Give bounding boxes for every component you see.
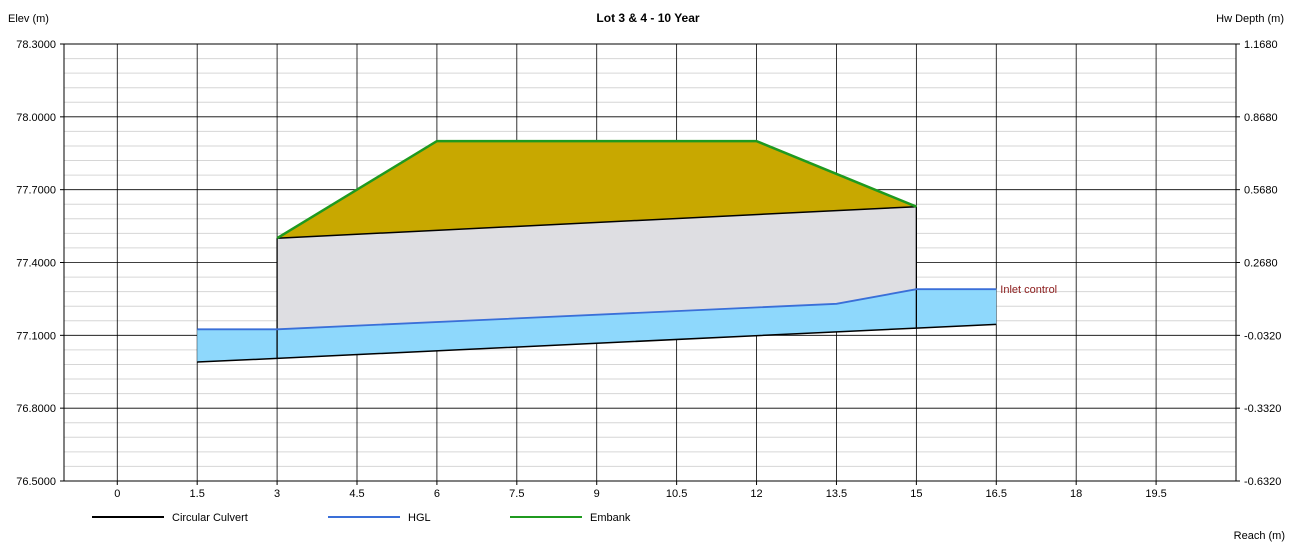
y-right-tick-label: -0.6320 bbox=[1244, 476, 1281, 488]
legend-label: Circular Culvert bbox=[172, 512, 248, 524]
y-right-tick-label: -0.3320 bbox=[1244, 403, 1281, 415]
y-right-tick-label: 1.1680 bbox=[1244, 39, 1278, 51]
y-left-tick-label: 78.3000 bbox=[16, 39, 56, 51]
x-tick-label: 7.5 bbox=[509, 488, 524, 500]
y-right-tick-label: -0.0320 bbox=[1244, 330, 1281, 342]
x-tick-label: 15 bbox=[910, 488, 922, 500]
y-left-tick-label: 77.7000 bbox=[16, 185, 56, 197]
annotation-label: Inlet control bbox=[1000, 284, 1057, 296]
legend: Circular Culvert HGL Embank bbox=[92, 512, 631, 524]
water-fill bbox=[197, 289, 997, 362]
x-tick-label: 19.5 bbox=[1145, 488, 1166, 500]
legend-label: HGL bbox=[408, 512, 431, 524]
x-tick-label: 16.5 bbox=[986, 488, 1007, 500]
x-tick-label: 1.5 bbox=[190, 488, 205, 500]
x-tick-label: 6 bbox=[434, 488, 440, 500]
y-right-tick-label: 0.2680 bbox=[1244, 258, 1278, 270]
y-left-tick-label: 78.0000 bbox=[16, 112, 56, 124]
culvert-crown-line bbox=[277, 205, 917, 239]
fill-areas bbox=[197, 141, 997, 362]
annotations: Inlet control bbox=[1000, 284, 1057, 296]
x-tick-label: 3 bbox=[274, 488, 280, 500]
x-tick-label: 0 bbox=[114, 488, 120, 500]
tick-labels: 0 1.5 3 4.5 6 7.5 9 10.5 12 13.5 15 16.5 18 19.5 78.30… bbox=[16, 39, 1281, 500]
y-left-tick-label: 77.1000 bbox=[16, 330, 56, 342]
series-lines bbox=[197, 139, 997, 363]
chart-title: Lot 3 & 4 - 10 Year bbox=[596, 11, 699, 25]
x-tick-label: 13.5 bbox=[826, 488, 847, 500]
y-right-tick-label: 0.8680 bbox=[1244, 112, 1278, 124]
embank-line bbox=[276, 139, 917, 240]
y-left-tick-label: 76.8000 bbox=[16, 403, 56, 415]
legend-label: Embank bbox=[590, 512, 631, 524]
x-tick-label: 9 bbox=[594, 488, 600, 500]
x-axis-title: Reach (m) bbox=[1234, 530, 1285, 542]
x-tick-label: 10.5 bbox=[666, 488, 687, 500]
culvert-invert-line bbox=[197, 323, 997, 363]
left-axis-title: Elev (m) bbox=[8, 13, 49, 25]
x-tick-label: 12 bbox=[750, 488, 762, 500]
x-tick-label: 18 bbox=[1070, 488, 1082, 500]
y-right-tick-label: 0.5680 bbox=[1244, 185, 1278, 197]
hgl-line bbox=[197, 288, 997, 331]
y-left-tick-label: 77.4000 bbox=[16, 258, 56, 270]
y-left-tick-label: 76.5000 bbox=[16, 476, 56, 488]
x-tick-label: 4.5 bbox=[349, 488, 364, 500]
culvert-fill bbox=[277, 206, 917, 330]
right-axis-title: Hw Depth (m) bbox=[1216, 13, 1284, 25]
